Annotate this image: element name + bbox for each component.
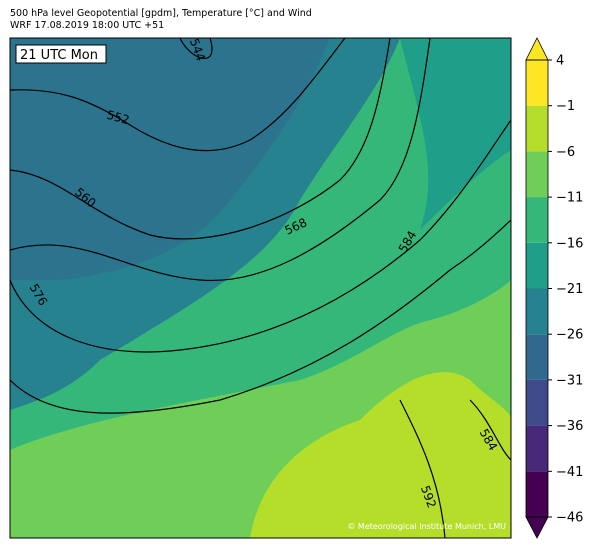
colorbar-tick-label: −6 [556, 145, 575, 160]
colorbar-bin [526, 288, 548, 335]
contour-label: 552 [105, 108, 131, 127]
colorbar-bin [526, 242, 548, 289]
time-label: 21 UTC Mon [20, 48, 98, 63]
time-box [15, 44, 107, 64]
colorbar-tick-label: −16 [556, 236, 583, 251]
colorbar-bin [526, 379, 548, 426]
colorbar-bin [526, 197, 548, 243]
colorbar-tick-label: −11 [556, 191, 583, 206]
colorbar-bin [526, 334, 548, 380]
colorbar-tick-label: −1 [556, 99, 575, 114]
colorbar-tick-label: −36 [556, 419, 583, 434]
colorbar-bin [526, 60, 548, 106]
colorbar-bin [526, 151, 548, 198]
map-frame [9, 37, 512, 539]
colorbar-tick-label: −46 [556, 511, 583, 526]
colorbar-bin [526, 471, 548, 517]
colorbar-tick-label: −41 [556, 465, 583, 480]
subtitle: WRF 17.08.2019 18:00 UTC +51 [10, 20, 164, 31]
colorbar-tick-label: −26 [556, 328, 583, 343]
colorbar-bin [526, 425, 548, 472]
colorbar-tick-label: 4 [556, 54, 564, 69]
credit: © Meteorological Institute Munich, LMU [347, 522, 506, 531]
colorbar: 4 −1 −6 −11 −16 −21 −26 −31 −36 −41 −46 [525, 37, 583, 539]
colorbar-tick-label: −31 [556, 373, 583, 388]
colorbar-bin [526, 105, 548, 152]
colorbar-extend-bottom [525, 516, 549, 539]
colorbar-tick-label: −21 [556, 282, 583, 297]
title: 500 hPa level Geopotential [gpdm], Tempe… [10, 8, 312, 19]
colorbar-extend-top [525, 37, 549, 61]
map-field [10, 38, 511, 538]
